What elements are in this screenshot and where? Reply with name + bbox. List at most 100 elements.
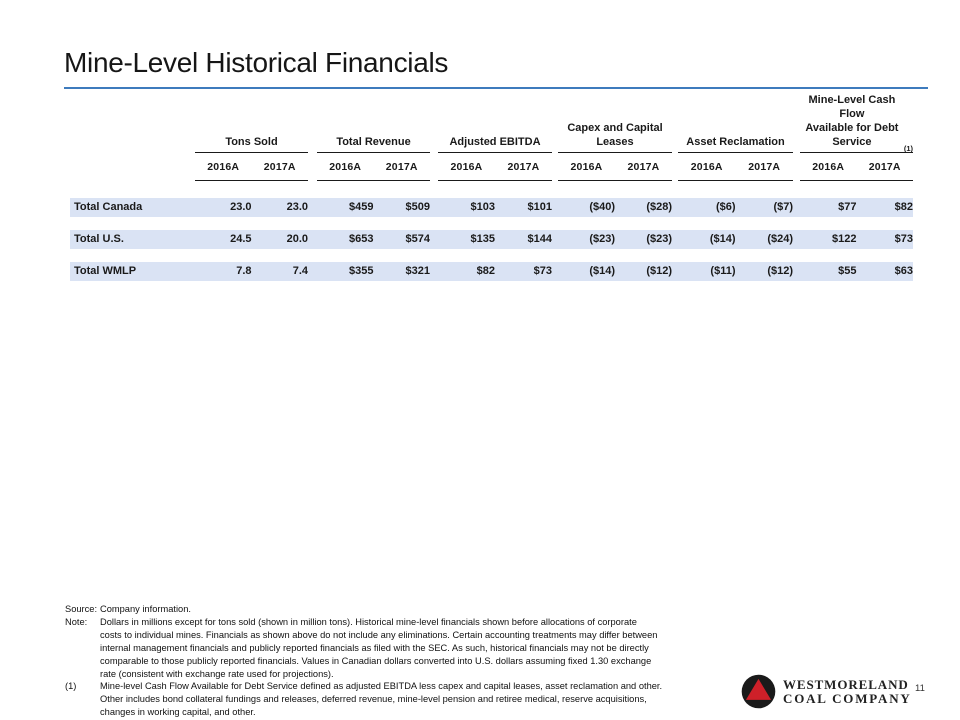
value-cell: $103 <box>470 201 495 213</box>
note-label: Note: <box>65 617 88 627</box>
column-group-label: Total Revenue <box>317 102 430 153</box>
source-label: Source: <box>65 604 98 614</box>
value-cell: $101 <box>527 201 552 213</box>
value-cell: 24.5 <box>230 233 252 245</box>
row-cells-adjusted-ebitda: $82 $73 <box>438 262 552 281</box>
value-cell: ($28) <box>646 201 672 213</box>
table-row-total-wmlp: Total WMLP 7.8 7.4 $355 $321 $82 $73 ($14)(… <box>70 262 913 281</box>
row-cells-total-revenue: $653 $574 <box>317 230 430 249</box>
year-header-2016a: 2016A <box>450 160 483 173</box>
column-group-label: Mine-Level Cash Flow Available for Debt … <box>800 94 913 153</box>
general-note: Note: Dollars in millions except for ton… <box>65 616 765 681</box>
row-cells-total-revenue: $355 $321 <box>317 262 430 281</box>
column-group-label-text: Adjusted EBITDA <box>449 136 541 148</box>
westmoreland-logo-icon <box>741 674 776 709</box>
year-header-2016a: 2016A <box>812 160 845 173</box>
row-cells-total-revenue: $459 $509 <box>317 198 430 217</box>
value-cell: $55 <box>838 265 857 277</box>
column-group-label: Capex and Capital Leases <box>558 102 672 153</box>
column-group-adjusted-ebitda: Adjusted EBITDA 2016A 2017A <box>438 102 552 181</box>
row-cells-cash-flow: $77 $82 <box>800 198 913 217</box>
row-label: Total U.S. <box>74 233 124 245</box>
column-group-label-text: Mine-Level Cash Flow Available for Debt … <box>805 94 899 148</box>
year-header-2016a: 2016A <box>329 160 362 173</box>
row-cells-capex: ($14) ($12) <box>558 262 672 281</box>
year-header-2016a: 2016A <box>690 160 723 173</box>
year-header-2017a: 2017A <box>507 160 540 173</box>
value-cell: $509 <box>405 201 430 213</box>
row-cells-capex: ($40) ($28) <box>558 198 672 217</box>
row-cells-tons-sold: 24.5 20.0 <box>195 230 308 249</box>
value-cell: ($23) <box>589 233 615 245</box>
value-cell: ($14) <box>709 233 736 245</box>
column-group-label-text: Total Revenue <box>336 136 411 148</box>
year-header-row: 2016A 2017A <box>558 153 672 181</box>
year-header-2016a: 2016A <box>570 160 603 173</box>
row-cells-tons-sold: 7.8 7.4 <box>195 262 308 281</box>
row-label: Total WMLP <box>74 265 137 277</box>
column-group-tons-sold: Tons Sold 2016A 2017A <box>195 102 308 181</box>
year-header-row: 2016A 2017A <box>678 153 793 181</box>
value-cell: ($6) <box>715 201 736 213</box>
page-title: Mine-Level Historical Financials <box>64 47 449 78</box>
value-cell: $135 <box>470 233 495 245</box>
value-cell: $73 <box>894 233 913 245</box>
row-cells-asset-reclamation: ($14) ($24) <box>678 230 793 249</box>
column-group-cash-flow-available: Mine-Level Cash Flow Available for Debt … <box>800 94 913 181</box>
row-cells-asset-reclamation: ($11) ($12) <box>678 262 793 281</box>
column-group-label-text: Asset Reclamation <box>686 136 785 148</box>
footnote-1-text: Mine-level Cash Flow Available for Debt … <box>100 681 663 717</box>
row-cells-cash-flow: $55 $63 <box>800 262 913 281</box>
year-header-row: 2016A 2017A <box>800 153 913 181</box>
value-cell: ($11) <box>710 265 736 277</box>
year-header-row: 2016A 2017A <box>438 153 552 181</box>
year-header-2017a: 2017A <box>263 160 296 173</box>
year-header-row: 2016A 2017A <box>317 153 430 181</box>
year-header-2017a: 2017A <box>748 160 781 173</box>
value-cell: $321 <box>405 265 430 277</box>
value-cell: 7.4 <box>292 265 308 277</box>
year-header-2017a: 2017A <box>385 160 418 173</box>
column-group-label: Asset Reclamation <box>678 102 793 153</box>
column-group-capex-capital-leases: Capex and Capital Leases 2016A 2017A <box>558 102 672 181</box>
column-group-label: Tons Sold <box>195 102 308 153</box>
value-cell: ($14) <box>589 265 615 277</box>
row-cells-adjusted-ebitda: $103 $101 <box>438 198 552 217</box>
value-cell: $82 <box>476 265 495 277</box>
value-cell: 23.0 <box>286 201 308 213</box>
row-label: Total Canada <box>74 201 143 213</box>
value-cell: $355 <box>349 265 374 277</box>
value-cell: 23.0 <box>230 201 252 213</box>
value-cell: $459 <box>349 201 374 213</box>
column-group-asset-reclamation: Asset Reclamation 2016A 2017A <box>678 102 793 181</box>
value-cell: $144 <box>527 233 552 245</box>
column-group-label: Adjusted EBITDA <box>438 102 552 153</box>
table-row-total-canada: Total Canada 23.0 23.0 $459 $509 $103 $101 … <box>70 198 913 217</box>
row-cells-adjusted-ebitda: $135 $144 <box>438 230 552 249</box>
value-cell: ($12) <box>767 265 793 277</box>
footnote-1-label: (1) <box>65 681 77 691</box>
table-row-total-us: Total U.S. 24.5 20.0 $653 $574 $135 $144 ($… <box>70 230 913 249</box>
title-underline <box>64 87 928 89</box>
source-text: Company information. <box>100 604 191 614</box>
value-cell: $73 <box>533 265 552 277</box>
value-cell: ($24) <box>767 233 793 245</box>
row-cells-cash-flow: $122 $73 <box>800 230 913 249</box>
value-cell: $653 <box>349 233 374 245</box>
year-header-2016a: 2016A <box>207 160 240 173</box>
column-group-total-revenue: Total Revenue 2016A 2017A <box>317 102 430 181</box>
value-cell: ($23) <box>646 233 672 245</box>
source-note: Source: Company information. <box>65 603 765 616</box>
year-header-2017a: 2017A <box>627 160 660 173</box>
year-header-2017a: 2017A <box>868 160 901 173</box>
value-cell: $77 <box>838 201 857 213</box>
year-header-row: 2016A 2017A <box>195 153 308 181</box>
footnote-1: (1) Mine-level Cash Flow Available for D… <box>65 680 765 719</box>
row-cells-capex: ($23) ($23) <box>558 230 672 249</box>
column-group-label-text: Tons Sold <box>225 136 278 148</box>
company-name-line1: WESTMORELAND <box>783 677 909 692</box>
company-name-line2: COAL COMPANY <box>783 690 912 706</box>
value-cell: ($12) <box>646 265 672 277</box>
value-cell: $122 <box>832 233 857 245</box>
